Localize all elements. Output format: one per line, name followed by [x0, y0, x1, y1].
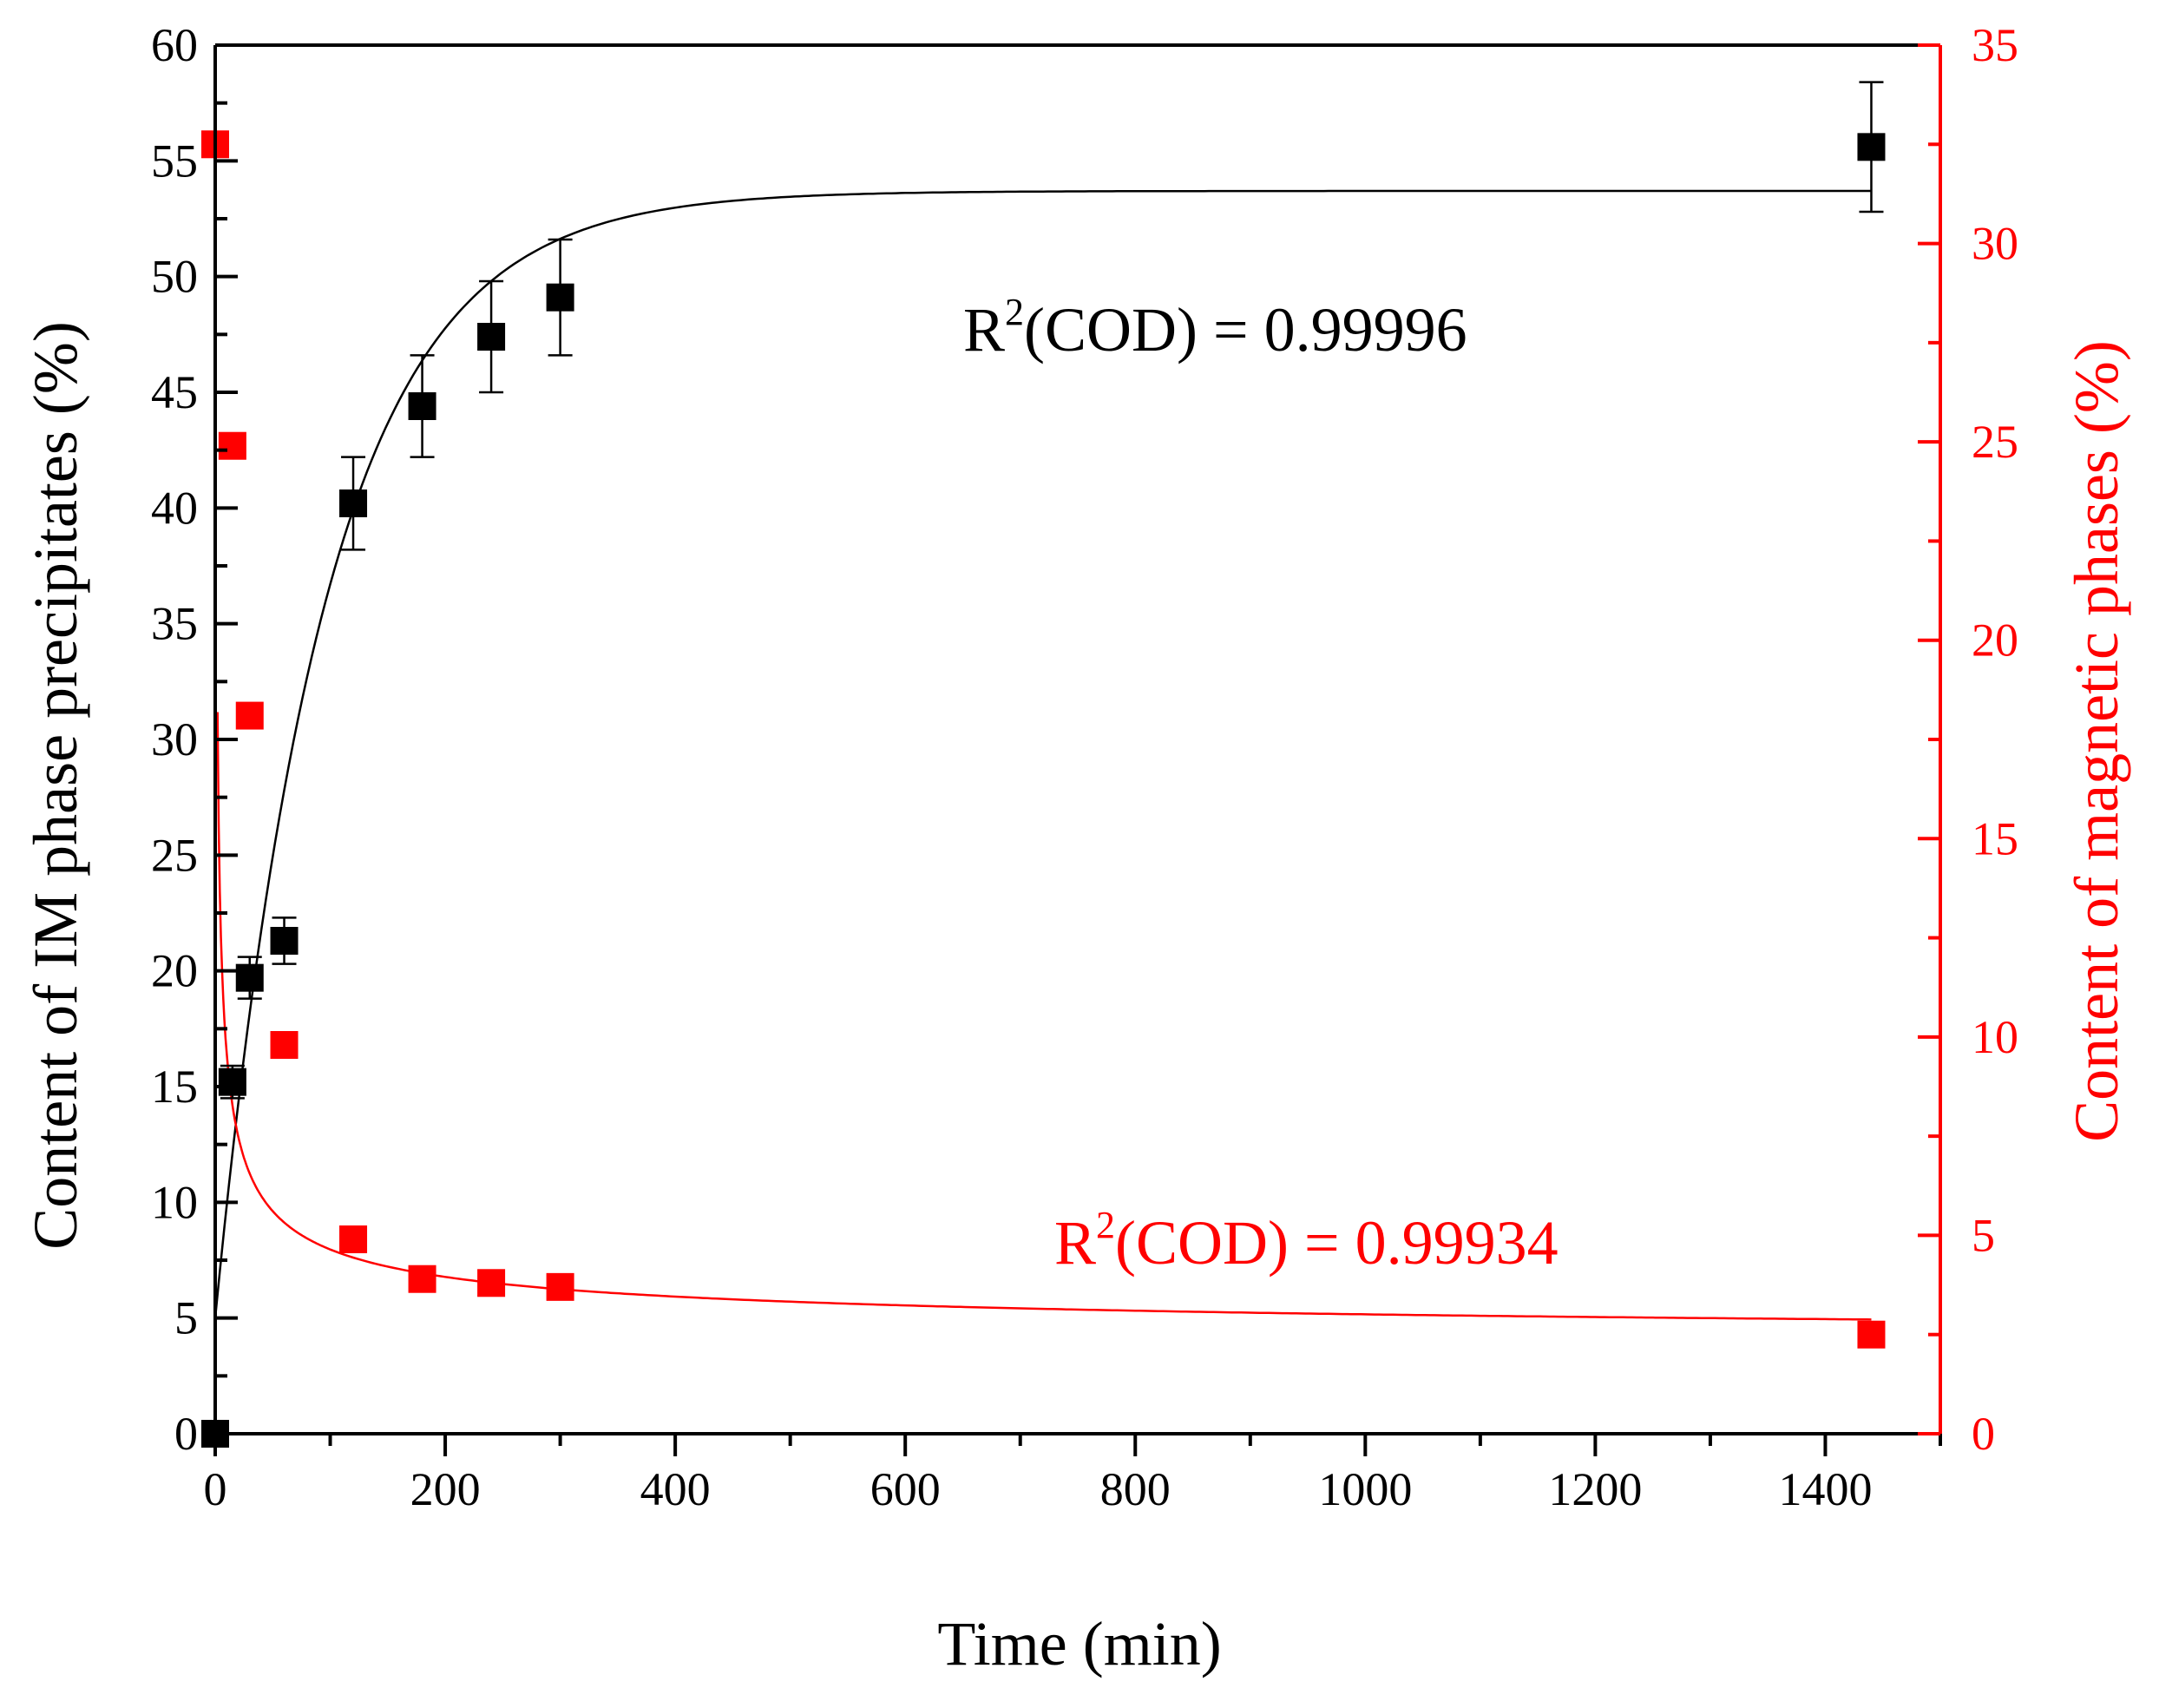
y-right-tick-label: 0: [1972, 1408, 1995, 1460]
y-left-tick-label: 30: [151, 713, 198, 765]
marker-im-phase: [235, 963, 264, 992]
y-left-tick-label: 15: [151, 1061, 198, 1113]
x-tick-label: 200: [410, 1463, 481, 1515]
annotation-black-rest: (COD) = 0.99996: [1024, 295, 1467, 365]
marker-im-phase: [218, 1068, 246, 1096]
marker-im-phase: [477, 323, 506, 351]
marker-magnetic: [270, 1031, 299, 1059]
x-tick-label: 1400: [1778, 1463, 1872, 1515]
y-left-tick-label: 20: [151, 945, 198, 997]
marker-magnetic: [477, 1269, 506, 1297]
y-left-tick-label: 55: [151, 135, 198, 187]
y-right-tick-label: 10: [1972, 1011, 2018, 1063]
y-right-tick-label: 25: [1972, 416, 2018, 468]
x-tick-label: 1200: [1548, 1463, 1642, 1515]
marker-im-phase: [339, 489, 368, 517]
annotation-red-base: R: [1054, 1208, 1096, 1278]
y-left-tick-label: 60: [151, 19, 198, 71]
x-tick-label: 1000: [1318, 1463, 1412, 1515]
y-left-axis-title: Content of IM phase precipitates (%): [21, 321, 90, 1250]
y-left-tick-label: 45: [151, 366, 198, 418]
x-tick-label: 0: [204, 1463, 227, 1515]
annotation-black-sup: 2: [1005, 291, 1024, 333]
marker-im-phase: [408, 392, 436, 420]
annotation-red-sup: 2: [1096, 1204, 1115, 1246]
marker-magnetic: [1857, 1320, 1886, 1349]
annotation-red-rest: (COD) = 0.99934: [1115, 1208, 1559, 1278]
y-left-tick-label: 50: [151, 251, 198, 303]
y-right-tick-label: 20: [1972, 614, 2018, 667]
x-tick-label: 800: [1100, 1463, 1171, 1515]
y-left-tick-label: 35: [151, 598, 198, 650]
y-left-tick-label: 5: [174, 1292, 198, 1344]
y-right-tick-label: 5: [1972, 1209, 1995, 1261]
marker-magnetic: [546, 1272, 574, 1301]
marker-magnetic: [408, 1265, 436, 1293]
marker-im-phase: [270, 927, 299, 955]
y-left-tick-label: 10: [151, 1176, 198, 1228]
x-tick-label: 400: [640, 1463, 711, 1515]
axes: [213, 43, 1942, 1456]
marker-im-phase: [546, 283, 574, 312]
marker-magnetic: [218, 431, 246, 460]
fit-annotation-black: R2(COD) = 0.99996: [963, 291, 1467, 365]
data-markers: [201, 130, 1886, 1448]
y-right-tick-label: 35: [1972, 19, 2018, 71]
fit-annotation-red: R2(COD) = 0.99934: [1054, 1204, 1559, 1278]
y-right-tick-label: 15: [1972, 812, 2018, 864]
y-right-tick-label: 30: [1972, 218, 2018, 270]
x-axis-title: Time (min): [937, 1609, 1221, 1678]
annotation-black-base: R: [963, 295, 1005, 365]
y-left-tick-label: 40: [151, 482, 198, 534]
marker-im-phase: [1857, 133, 1886, 161]
y-right-axis-title: Content of magnetic phases (%): [2062, 340, 2131, 1142]
marker-magnetic: [235, 701, 264, 730]
x-tick-label: 600: [870, 1463, 941, 1515]
fit-curve-magnetic: [216, 712, 1872, 1321]
y-left-tick-label: 0: [174, 1408, 198, 1460]
tick-labels: 0 200 400 600 800 1000 1200 1400051015202530354…: [151, 19, 2018, 1515]
y-left-tick-label: 25: [151, 829, 198, 881]
marker-magnetic: [339, 1225, 368, 1253]
error-bars: [220, 81, 1884, 1100]
